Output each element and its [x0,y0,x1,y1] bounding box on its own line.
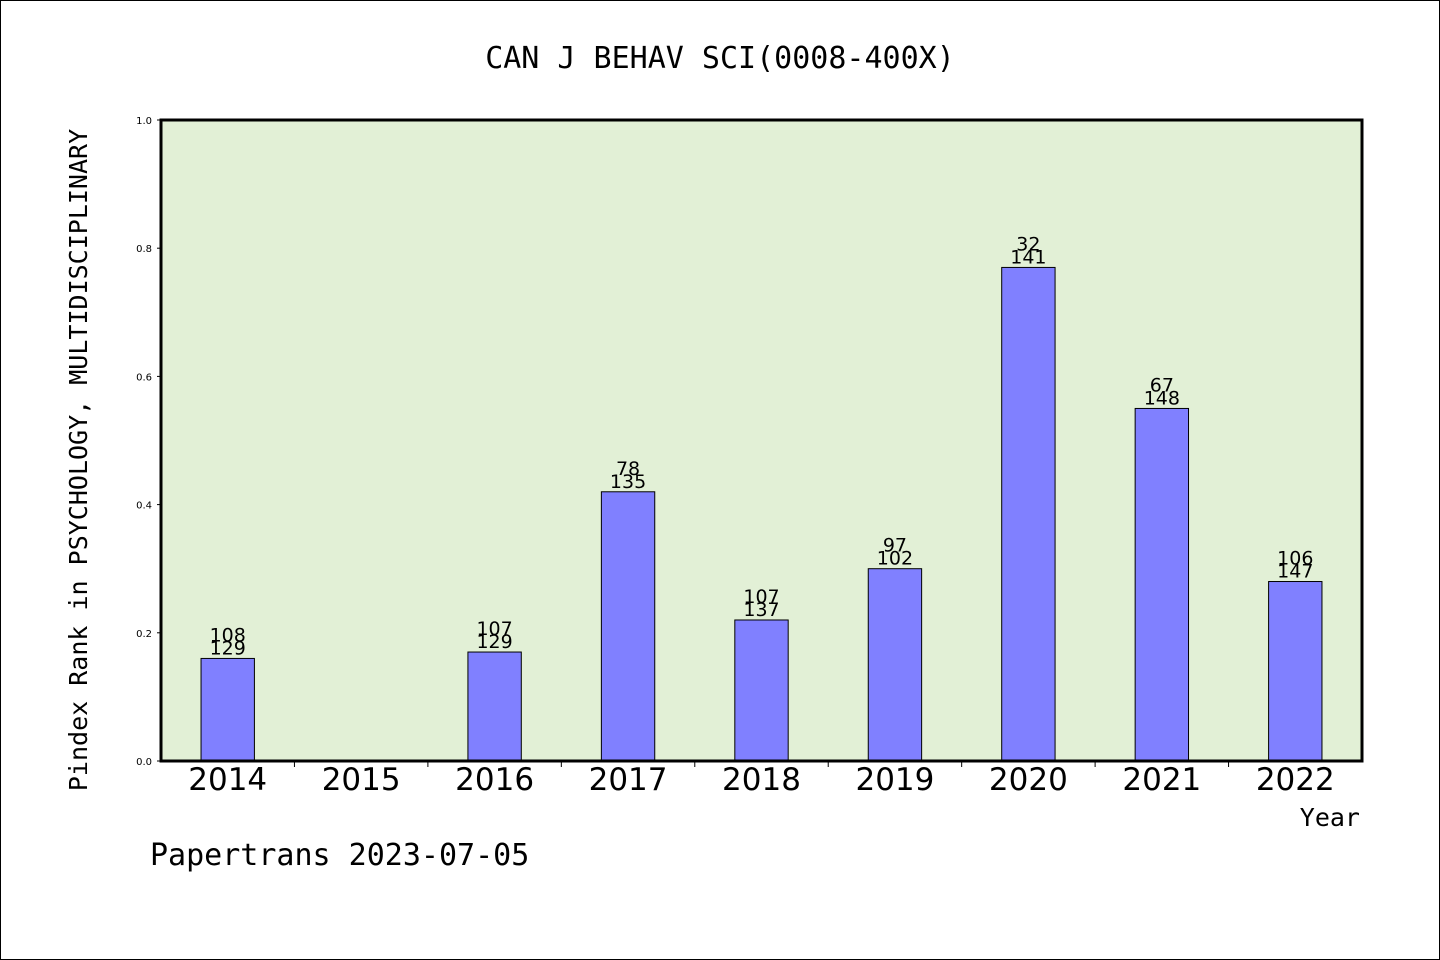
rank-label: 67 [1150,374,1174,396]
bar [734,619,789,762]
total-label: 135 [610,471,646,493]
rank-label: 97 [883,535,907,557]
y-axis: 0.0 0.2 0.4 0.6 0.8 1.0 [136,116,161,768]
rank-label: 107 [476,618,512,640]
bar [867,568,923,762]
x-axis: 2014 2015 2016 2017 2018 2019 2020 2021 2022 [188,761,1335,798]
x-tick-label: 2022 [1256,762,1335,798]
rank-label: 32 [1016,233,1040,255]
x-tick-label: 2021 [1122,762,1201,798]
data-labels: 1081291071297813510713797102321416714810… [210,233,1314,659]
footer-credit: Papertrans 2023-07-05 [150,838,529,873]
rank-label: 107 [743,586,779,608]
bar [600,491,656,762]
total-label: 147 [1277,561,1313,583]
total-label: 137 [743,599,779,621]
x-tick-label: 2016 [455,762,534,798]
total-label: 129 [210,637,246,659]
x-tick-label: 2018 [722,762,801,798]
x-tick-label: 2019 [855,762,934,798]
y-axis-label: Pindex Rank in PSYCHOLOGY, MULTIDISCIPLI… [64,129,93,791]
x-axis-label: Year [1300,803,1360,832]
bar [1001,266,1056,762]
rank-label: 106 [1277,548,1313,570]
plot-frame [159,118,1364,763]
x-tick-label: 2020 [989,762,1068,798]
x-tick-label: 2014 [188,762,267,798]
total-label: 148 [1144,387,1180,409]
x-tick-label: 2015 [322,762,401,798]
y-tick-label: 0.6 [136,372,152,383]
x-tick-label: 2017 [589,762,668,798]
y-tick-label: 0.2 [136,629,152,640]
rank-label: 78 [616,458,640,480]
y-tick-label: 1.0 [136,116,152,127]
bar [200,657,255,762]
bar [467,651,522,762]
chart-title: CAN J BEHAV SCI(0008-400X) [485,41,955,76]
y-tick-label: 0.4 [136,501,152,512]
bars [200,266,1323,762]
bar [1134,407,1190,762]
bar [1268,581,1323,762]
y-tick-label: 0.8 [136,244,152,255]
y-tick-label: 0.0 [136,757,152,768]
total-label: 102 [877,548,913,570]
total-label: 141 [1010,246,1046,268]
total-label: 129 [476,631,512,653]
rank-label: 108 [210,624,246,646]
